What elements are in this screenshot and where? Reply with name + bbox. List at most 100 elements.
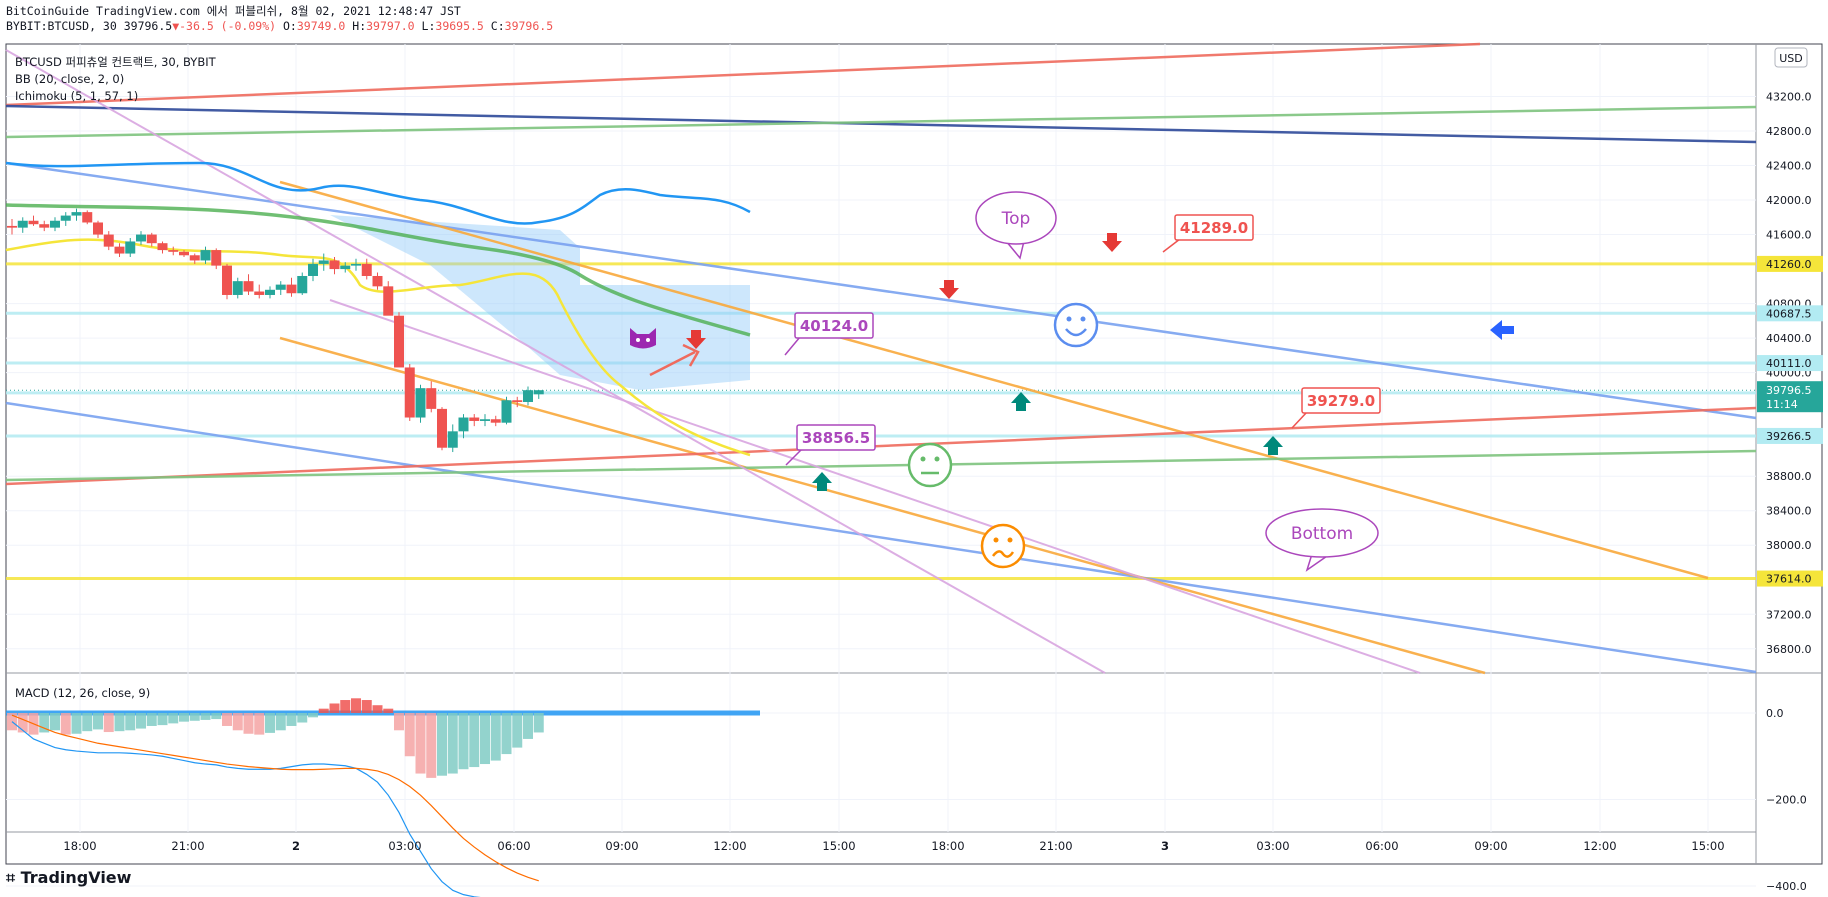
currency-badge-box[interactable]	[1774, 47, 1808, 68]
candle-body	[523, 390, 533, 402]
chart-frame	[5, 43, 1823, 865]
macd-hist-bar	[533, 713, 544, 733]
macd-tick: −400.0	[1766, 880, 1807, 893]
price-tick: 37200.0	[1766, 608, 1812, 621]
candle-body	[243, 281, 254, 292]
signal-line	[11, 714, 539, 882]
confused-face-icon-eye	[993, 537, 999, 543]
macd-hist-bar	[458, 713, 469, 770]
macd-hist-bar	[372, 705, 383, 713]
macd-hist-bar	[179, 713, 189, 722]
arrow-down-icon	[686, 330, 706, 349]
candle-body	[458, 417, 469, 432]
level-label: 40111.0	[1766, 357, 1812, 370]
legend-macd[interactable]: MACD (12, 26, close, 9)	[15, 686, 150, 700]
candle-body	[351, 263, 361, 266]
macd-hist-bar	[254, 713, 265, 735]
happy-face-icon	[1053, 302, 1099, 348]
macd-hist-bar	[136, 713, 146, 729]
candle-body	[93, 222, 103, 235]
time-tick: 15:00	[822, 839, 855, 853]
candle-body	[490, 419, 501, 423]
candle-body	[211, 250, 222, 266]
candles	[7, 208, 544, 453]
legend-bb[interactable]: BB (20, close, 2, 0)	[15, 72, 124, 86]
macd-hist-bar	[200, 713, 211, 720]
time-tick: 06:00	[497, 839, 530, 853]
macd-hist-bar	[39, 713, 50, 733]
candle-body	[200, 250, 211, 261]
candle-body	[275, 284, 286, 290]
macd-hist-bar	[351, 698, 361, 713]
macd-hist-bar	[265, 713, 275, 733]
bubble	[1265, 508, 1379, 558]
currency-badge[interactable]: USD	[1779, 52, 1803, 65]
neutral-face-icon-eye	[934, 456, 940, 462]
macd-tick: 0.0	[1766, 707, 1784, 720]
macd-hist-bar	[125, 713, 136, 731]
level-badge	[1757, 355, 1823, 372]
annotations: 41289.0 40124.0 38856.5 39279.0 Top Bottom	[630, 191, 1514, 572]
macd-hist-bar	[318, 708, 329, 713]
tradingview-logo: ⌗ TradingView	[6, 868, 132, 887]
callout-pointer	[785, 448, 803, 466]
trendline-blue-upper	[5, 161, 1757, 420]
candle-body	[125, 241, 136, 254]
cat-icon	[630, 328, 656, 349]
trendline-green-bottom	[5, 449, 1757, 482]
candle-body	[394, 315, 404, 368]
legend-ichimoku[interactable]: Ichimoku (5, 1, 57, 1)	[15, 89, 138, 103]
trendline-pink-2	[329, 299, 1421, 674]
macd-hist-bar	[157, 713, 168, 726]
candle-body	[157, 243, 168, 251]
current-price-badge	[1757, 381, 1823, 413]
candle-body	[297, 275, 308, 294]
candle-body	[286, 284, 297, 294]
macd-hist-bar	[286, 713, 297, 726]
macd-hist-bar	[93, 713, 103, 730]
time-axis: 18:00 21:00 2 03:00 06:00 09:00 12:00 15:00 18:0…	[63, 839, 1724, 853]
candle-body	[222, 265, 232, 295]
ichimoku-lagging	[5, 203, 751, 337]
candle-body	[103, 234, 114, 247]
price-tick: 38400.0	[1766, 505, 1812, 518]
arrow-left-icon	[1490, 320, 1514, 340]
price-tick: 42800.0	[1766, 125, 1812, 138]
macd-hist-bar	[383, 708, 394, 713]
candle-body	[136, 234, 146, 242]
time-tick: 18:00	[931, 839, 964, 853]
happy-face-icon-mouth	[1065, 328, 1087, 337]
macd-hist-bar	[480, 713, 490, 765]
arrow-down-icon	[1102, 233, 1122, 252]
bubble-label: Bottom	[1291, 524, 1353, 544]
candle-body	[17, 220, 28, 228]
tenkan-line	[5, 238, 751, 457]
legend-main[interactable]: BTCUSD 퍼피츄얼 컨트랙트, 30, BYBIT	[15, 55, 217, 69]
callout-box	[794, 312, 874, 339]
level-badge	[1757, 255, 1823, 272]
macd-hist-bar	[222, 713, 232, 726]
trendline-red-bottom	[5, 406, 1757, 486]
candle-body	[28, 220, 39, 225]
candle-body	[383, 286, 394, 316]
candle-body	[469, 417, 480, 421]
macd-hist-bar	[329, 703, 340, 713]
callout-pointer	[1162, 238, 1181, 253]
trendline-green-top	[5, 105, 1757, 139]
happy-face-icon-eye	[1080, 316, 1086, 322]
candle-body	[71, 212, 82, 216]
macd-hist-bar	[50, 713, 60, 731]
macd-hist-bar	[168, 713, 179, 724]
cat-icon-eye	[646, 338, 650, 342]
bubble-tail	[1305, 553, 1331, 572]
candle-body	[7, 225, 17, 228]
trendline-red-top	[5, 42, 1481, 107]
candle-body	[168, 250, 179, 252]
arrow-up-icon	[1011, 392, 1031, 411]
confused-face-icon	[980, 523, 1026, 569]
macd-hist-bar	[394, 713, 404, 731]
confused-face-icon-mouth	[992, 550, 1015, 558]
time-tick: 03:00	[388, 839, 421, 853]
macd-hist-bar	[340, 700, 351, 713]
